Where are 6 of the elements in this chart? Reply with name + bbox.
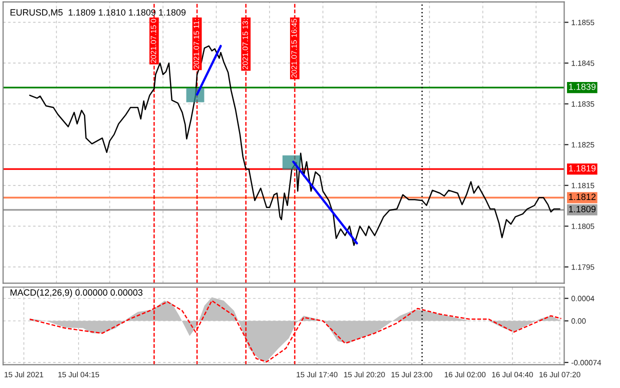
ref-line-label: 1.1809 [569,206,596,212]
chart-title: MACD(12,26,9) 0.00000 0.00003 [10,289,142,298]
ref-line-label: 1.1839 [569,84,596,90]
ref-line-label: 1.1819 [569,165,596,172]
ref-line-label: 1.1812 [569,194,596,200]
text: EURUSD,M5 1.1809 1.1810 1.1809 1.1809 [10,9,186,17]
